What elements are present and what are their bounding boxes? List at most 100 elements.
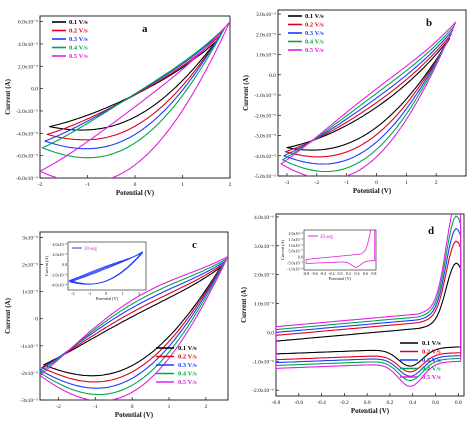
y-tick-label: 0.0 bbox=[267, 330, 274, 336]
legend-label-2: 0.3 V/s bbox=[305, 30, 324, 37]
legend-label-4: 0.5 V/s bbox=[305, 47, 324, 54]
x-tick-label: 0.4 bbox=[409, 400, 416, 406]
inset-x-tick: -0.8 bbox=[303, 271, 309, 276]
y-tick-label: 2.0x10⁻⁵ bbox=[18, 64, 38, 70]
x-axis-label: Potential (V) bbox=[353, 187, 392, 195]
x-tick-label: 0.8 bbox=[455, 400, 462, 406]
inset: -0.8 -0.6 -0.4 -0.2 0.0 0.2 0.4 0.6 0.82.0x10⁻⁶1… bbox=[280, 229, 376, 281]
y-tick-label: 4.0x10⁻⁵ bbox=[18, 42, 38, 48]
inset-x-tick: 0.6 bbox=[363, 271, 368, 276]
y-tick-label: -2.0x10⁻⁵ bbox=[254, 113, 276, 119]
x-tick-label: 0.0 bbox=[364, 400, 371, 406]
inset-x-tick: 0.4 bbox=[354, 271, 359, 276]
y-tick-label: 3.0x10⁻⁵ bbox=[256, 12, 276, 18]
panel-d: -0.8 -0.6 -0.4 -0.2 0.0 0.2 0.4 0.6 0.84.0x10⁻⁶3… bbox=[240, 213, 465, 415]
x-tick-label: 0 bbox=[375, 180, 378, 186]
x-tick-label: 1 bbox=[405, 180, 408, 186]
x-tick-label: 0 bbox=[134, 182, 137, 188]
inset-x-tick: 2 bbox=[138, 291, 140, 296]
y-axis-label: Current (A) bbox=[242, 74, 250, 111]
legend-label-1: 0.2 V/s bbox=[422, 349, 441, 356]
inset-y-label: Current (A) bbox=[44, 255, 49, 276]
y-tick-label: -1.0x10⁻⁵ bbox=[254, 93, 276, 99]
y-tick-label: -6.0x10⁻⁵ bbox=[16, 154, 38, 160]
y-tick-label: 0.0 bbox=[269, 73, 276, 79]
inset-curve-3 bbox=[68, 252, 143, 285]
legend-label-3: 0.4 V/s bbox=[305, 39, 324, 46]
inset-x-tick: 0.2 bbox=[346, 271, 351, 276]
inset-x-tick: 0.8 bbox=[371, 271, 376, 276]
legend-label-4: 0.5 V/s bbox=[422, 374, 441, 381]
y-tick-label: 1.0x10⁻⁵ bbox=[256, 53, 276, 59]
y-axis-label: Current (A) bbox=[240, 286, 248, 323]
x-tick-label: 0.6 bbox=[432, 400, 439, 406]
panel-letter: d bbox=[428, 225, 434, 237]
inset-x-tick: -2 bbox=[71, 291, 74, 296]
plot-frame bbox=[39, 231, 229, 401]
y-tick-label: -1.0x10⁻⁶ bbox=[252, 359, 274, 365]
legend-label-0: 0.1 V/s bbox=[69, 19, 88, 26]
y-tick-label: -4.0x10⁻⁵ bbox=[16, 131, 38, 137]
y-axis-label: Current (A) bbox=[4, 297, 12, 334]
y-tick-label: 3.0x10⁻⁶ bbox=[254, 244, 274, 250]
legend-label-4: 0.5 V/s bbox=[69, 53, 88, 60]
x-tick-label: -1 bbox=[85, 182, 90, 188]
y-tick-label: 6.0x10⁻⁵ bbox=[18, 20, 38, 26]
x-axis-label: Potential (V) bbox=[115, 411, 154, 419]
inset-curve-group bbox=[68, 251, 143, 285]
x-axis-label: Potential (V) bbox=[351, 407, 390, 415]
series-curve-4 bbox=[280, 21, 457, 176]
x-tick-label: 1 bbox=[168, 404, 171, 410]
series-group bbox=[276, 214, 462, 387]
y-tick-label: -4.0x10⁻⁵ bbox=[254, 154, 276, 160]
x-tick-label: 2 bbox=[435, 180, 438, 186]
legend-label-3: 0.4 V/s bbox=[69, 45, 88, 52]
x-tick-label: -0.8 bbox=[272, 400, 281, 406]
y-tick-label: 1.0x10⁻⁶ bbox=[254, 302, 274, 308]
panel-letter: c bbox=[192, 239, 197, 251]
y-axis-label: Current (A) bbox=[4, 78, 12, 115]
y-tick-label: 2.0x10⁻⁵ bbox=[256, 32, 276, 38]
legend-label-2: 0.3 V/s bbox=[178, 362, 197, 369]
inset-x-tick: -1 bbox=[88, 291, 91, 296]
y-tick-label: -3x10⁻⁵ bbox=[20, 398, 38, 404]
inset-curve bbox=[305, 230, 376, 268]
inset-x-tick: -0.6 bbox=[311, 271, 317, 276]
series-group bbox=[40, 255, 228, 400]
inset-x-tick: 1 bbox=[122, 291, 124, 296]
x-tick-label: -1 bbox=[344, 180, 349, 186]
inset-y-label: Current (A) bbox=[280, 239, 285, 260]
legend-label-1: 0.2 V/s bbox=[69, 28, 88, 35]
inset-y-tick: 1.5x10⁻⁶ bbox=[288, 237, 303, 242]
series-group bbox=[40, 21, 230, 178]
inset-x-tick: 0 bbox=[105, 291, 107, 296]
series-curve-4 bbox=[40, 21, 230, 178]
x-tick-label: -0.2 bbox=[340, 400, 349, 406]
legend: 0.1 V/s 0.2 V/s0.3 V/s 0.4 V/s0.5 V/s bbox=[400, 340, 441, 381]
legend-label-0: 0.1 V/s bbox=[422, 340, 441, 347]
y-tick-label: -8.0x10⁻⁵ bbox=[16, 176, 38, 182]
x-tick-label: 1 bbox=[181, 182, 184, 188]
inset-x-label: Potential (V) bbox=[329, 276, 352, 281]
y-tick-label: 2.0x10⁻⁶ bbox=[254, 273, 274, 279]
x-tick-label: 2 bbox=[205, 404, 208, 410]
series-curve-4 bbox=[40, 255, 228, 400]
y-tick-label: -2.0x10⁻⁵ bbox=[16, 109, 38, 115]
legend-label-4: 0.5 V/s bbox=[178, 379, 197, 386]
plot-frame bbox=[275, 213, 465, 397]
legend-label-1: 0.2 V/s bbox=[305, 22, 324, 29]
inset-curve-group bbox=[305, 230, 376, 268]
inset-y-tick: 2.0x10⁻⁵ bbox=[52, 252, 67, 257]
legend: 0.1 V/s 0.2 V/s0.3 V/s 0.4 V/s0.5 V/s bbox=[288, 13, 324, 54]
inset-x-tick: -0.4 bbox=[320, 271, 326, 276]
series-curve-4 bbox=[276, 214, 462, 387]
legend-label-0: 0.1 V/s bbox=[305, 13, 324, 20]
panel-a: -2 -1 0 1 2 6.0x10⁻⁵ 4.0x10⁻⁵ 2.0x10⁻⁵ 0.0 -2.0x1… bbox=[4, 15, 232, 197]
panel-c: -2 -1 0 1 2 3x10⁻⁵ 2x10⁻⁵ 1x10⁻⁵ 0 -1x10⁻⁵ -2x10⁻⁵… bbox=[4, 231, 229, 419]
plot-frame bbox=[277, 9, 467, 177]
y-tick-label: -2x10⁻⁵ bbox=[20, 371, 38, 377]
x-tick-label: -0.6 bbox=[294, 400, 303, 406]
y-tick-label: 4.0x10⁻⁶ bbox=[254, 215, 274, 221]
